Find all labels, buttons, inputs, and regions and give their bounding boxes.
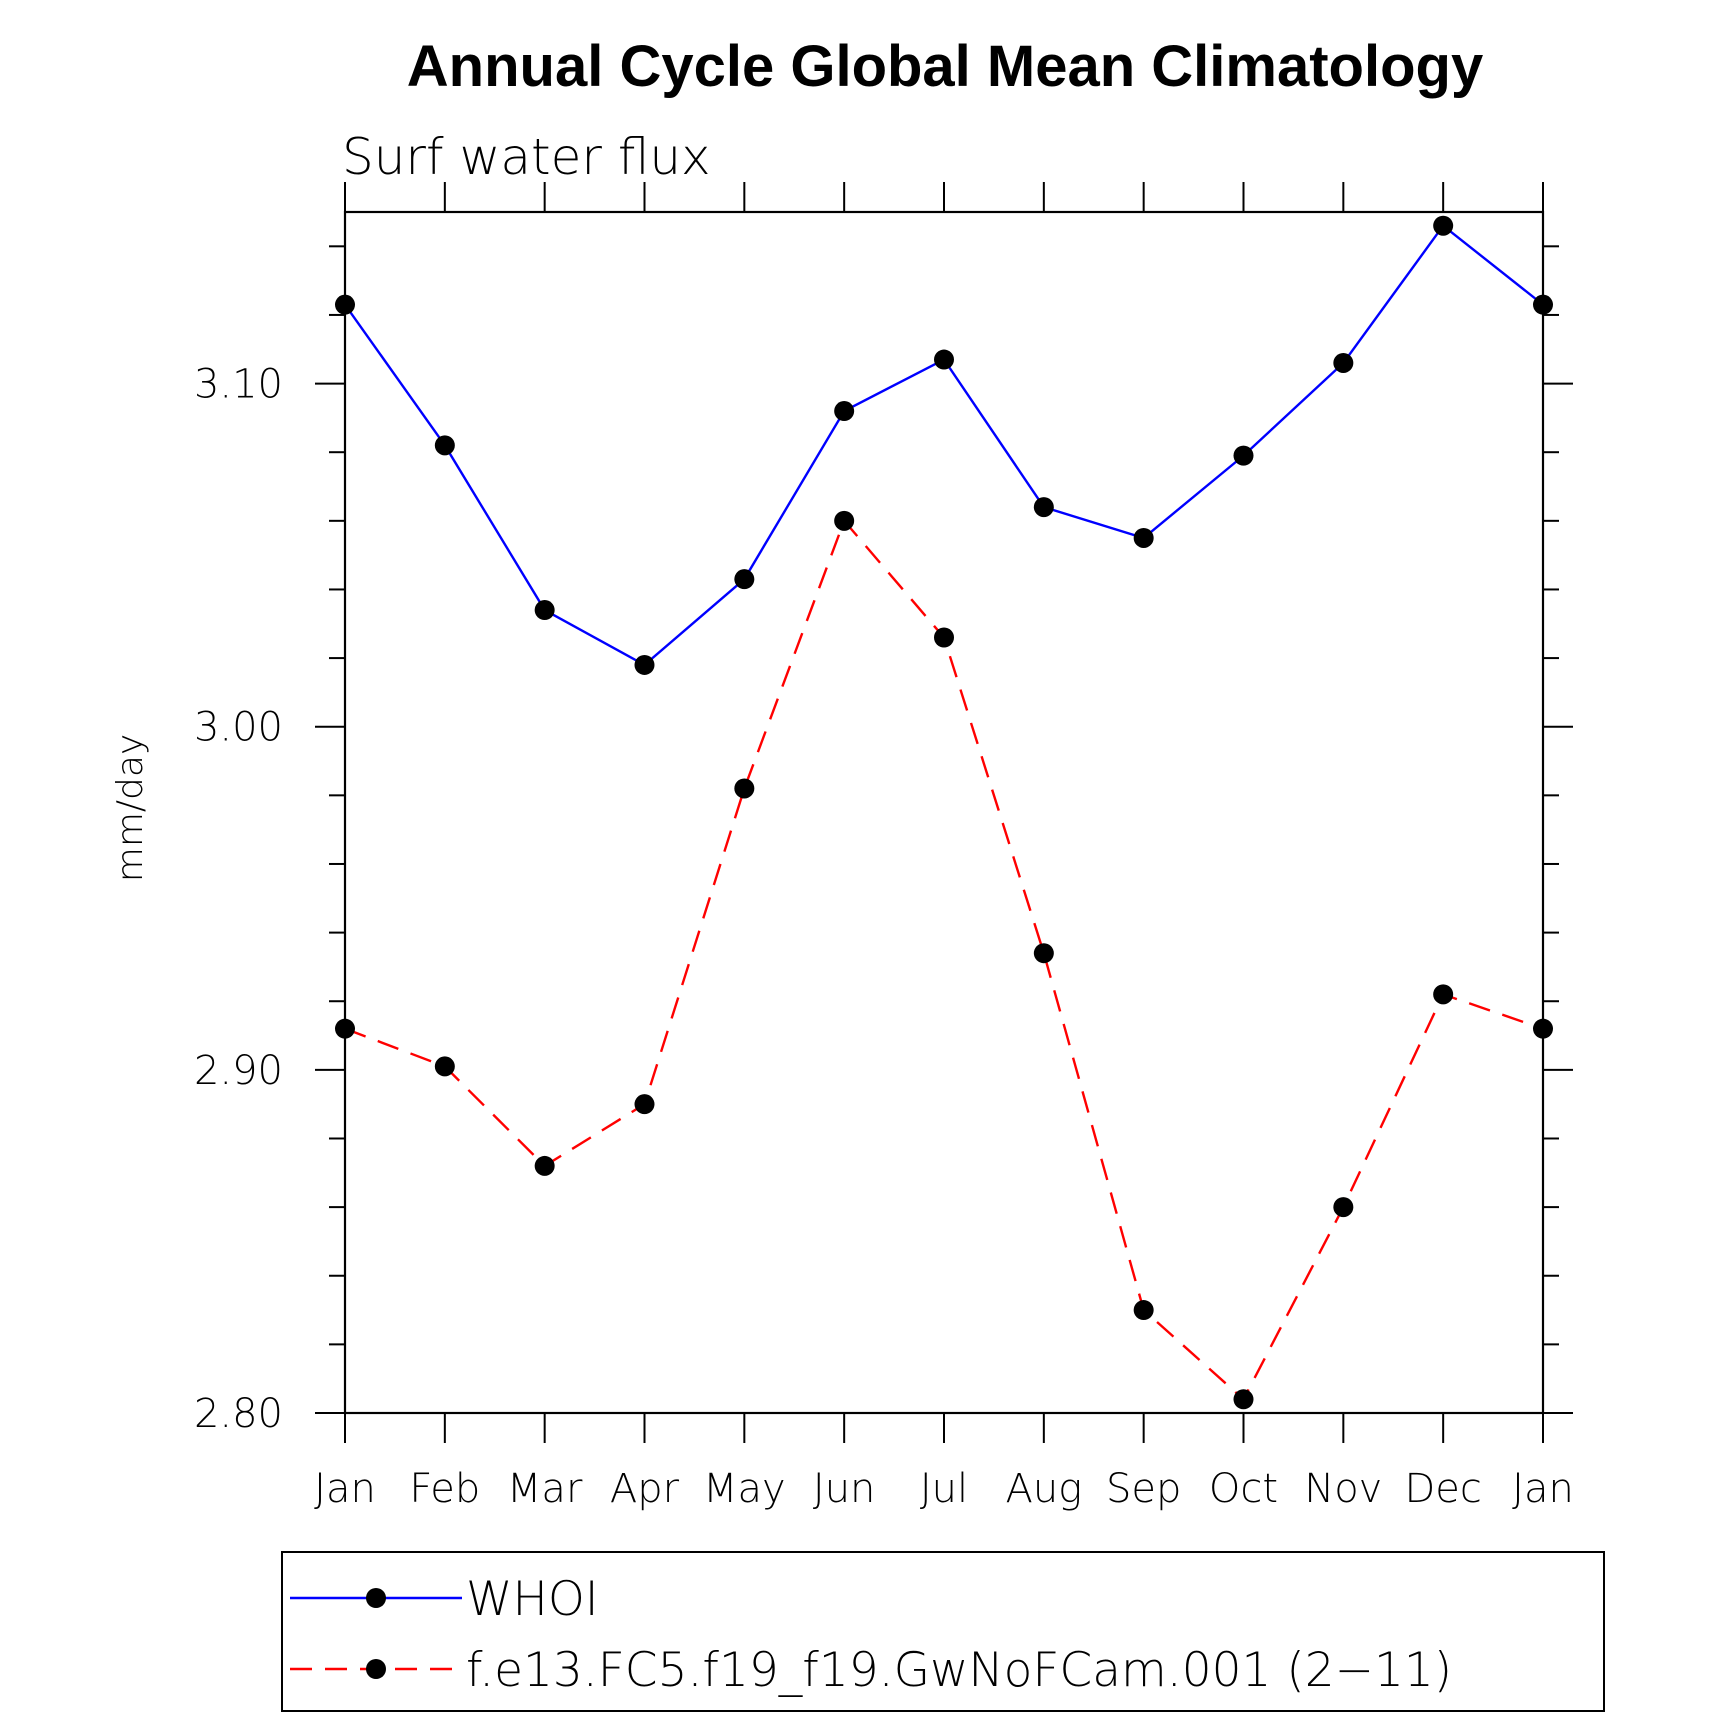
series-layer bbox=[335, 215, 1553, 1410]
x-tick-label: Feb bbox=[409, 1466, 480, 1512]
x-tick-label: Jan bbox=[1512, 1466, 1574, 1512]
series-2 bbox=[335, 510, 1553, 1410]
data-point bbox=[1233, 1389, 1254, 1410]
data-point bbox=[1033, 943, 1054, 964]
chart-subtitle: Surf water flux bbox=[342, 128, 711, 186]
legend: WHOI f.e13.FC5.f19_f19.GwNoFCam.001 (2−11… bbox=[281, 1551, 1605, 1712]
x-tick-label: Nov bbox=[1304, 1466, 1382, 1512]
data-point bbox=[335, 294, 355, 315]
data-point bbox=[1533, 294, 1553, 315]
data-point bbox=[1333, 1197, 1354, 1218]
x-tick-label: Aug bbox=[1005, 1466, 1082, 1512]
series-1 bbox=[335, 215, 1553, 675]
data-point bbox=[1133, 527, 1154, 548]
data-point bbox=[1233, 445, 1254, 466]
y-tick-label: 3.10 bbox=[194, 362, 283, 408]
x-tick-label: Jan bbox=[314, 1466, 376, 1512]
x-tick-label: Dec bbox=[1404, 1466, 1481, 1512]
legend-label: f.e13.FC5.f19_f19.GwNoFCam.001 (2−11) bbox=[466, 1643, 1452, 1698]
x-tick-label: May bbox=[703, 1466, 786, 1512]
x-tick-label: Oct bbox=[1209, 1466, 1278, 1512]
data-point bbox=[335, 1018, 355, 1039]
data-point bbox=[1333, 352, 1354, 373]
chart-title: Annual Cycle Global Mean Climatology bbox=[407, 34, 1483, 99]
data-point bbox=[634, 654, 655, 675]
data-point bbox=[434, 435, 455, 456]
data-point bbox=[934, 349, 954, 370]
series-line bbox=[344, 224, 1544, 667]
data-point bbox=[1133, 1300, 1154, 1321]
data-point bbox=[834, 510, 855, 531]
x-tick-label: Apr bbox=[610, 1466, 680, 1512]
data-point bbox=[634, 1094, 655, 1115]
y-axis-label: mm/day bbox=[110, 734, 151, 882]
data-point bbox=[534, 600, 555, 621]
x-tick-label: Jun bbox=[813, 1466, 876, 1512]
series-line bbox=[344, 518, 1544, 1402]
y-tick-label: 2.90 bbox=[194, 1048, 283, 1094]
x-tick-label: Jul bbox=[920, 1466, 968, 1512]
legend-label: WHOI bbox=[466, 1572, 599, 1627]
legend-marker bbox=[366, 1659, 386, 1679]
data-point bbox=[1033, 497, 1054, 518]
data-point bbox=[734, 778, 755, 799]
data-point bbox=[834, 401, 855, 422]
data-point bbox=[934, 627, 954, 648]
y-tick-label: 2.80 bbox=[194, 1391, 283, 1437]
legend-marker bbox=[366, 1588, 386, 1608]
plot-frame bbox=[343, 210, 1545, 1415]
x-tick-label: Mar bbox=[507, 1466, 583, 1512]
data-point bbox=[1533, 1018, 1553, 1039]
data-point bbox=[734, 569, 755, 590]
legend-box bbox=[281, 1551, 1605, 1712]
axes: Jan Feb Mar Apr May Jun Jul Aug Sep Oct Nov Dec Jan 2… bbox=[194, 182, 1574, 1512]
y-tick-label: 3.00 bbox=[194, 705, 283, 751]
data-point bbox=[1433, 215, 1454, 236]
x-tick-label: Sep bbox=[1106, 1466, 1181, 1512]
data-point bbox=[434, 1056, 455, 1077]
data-point bbox=[1433, 984, 1454, 1005]
data-point bbox=[534, 1155, 555, 1176]
